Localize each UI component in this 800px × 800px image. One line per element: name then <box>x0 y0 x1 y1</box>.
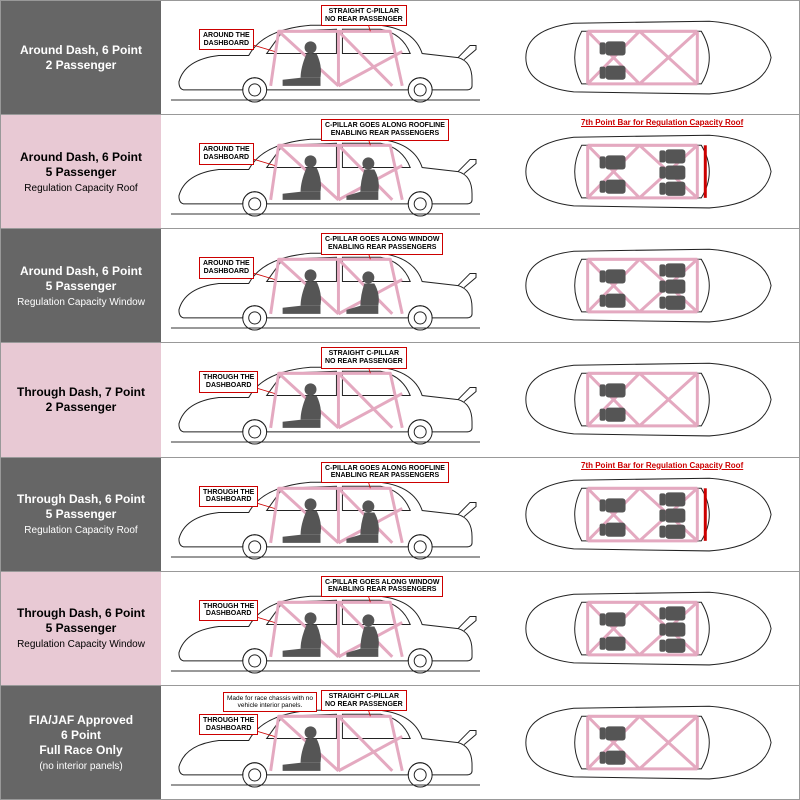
dash-callout: AROUND THE DASHBOARD <box>199 143 254 164</box>
dash-callout: THROUGH THE DASHBOARD <box>199 600 258 621</box>
row-diagram: AROUND THE DASHBOARD C-PILLAR GOES ALONG … <box>161 115 799 228</box>
row-title: Around Dash, 6 Point 5 Passenger <box>20 264 142 294</box>
row-label: Around Dash, 6 Point 5 Passenger Regulati… <box>1 115 161 228</box>
row-title: Around Dash, 6 Point 5 Passenger <box>20 150 142 180</box>
row-subtitle: Regulation Capacity Roof <box>24 183 137 194</box>
dash-callout: THROUGH THE DASHBOARD <box>199 371 258 392</box>
row-subtitle: Regulation Capacity Roof <box>24 525 137 536</box>
config-row: Through Dash, 6 Point 5 Passenger Regulat… <box>1 572 799 686</box>
config-row: FIA/JAF Approved 6 Point Full Race Only (… <box>1 686 799 799</box>
config-row: Through Dash, 7 Point 2 Passenger THROUGH… <box>1 343 799 457</box>
row-diagram: THROUGH THE DASHBOARD STRAIGHT C-PILLAR N… <box>161 686 799 799</box>
regulation-note: 7th Point Bar for Regulation Capacity Ro… <box>581 461 743 470</box>
config-row: Around Dash, 6 Point 2 Passenger AROUND T… <box>1 1 799 115</box>
config-row: Around Dash, 6 Point 5 Passenger Regulati… <box>1 229 799 343</box>
row-title: Through Dash, 6 Point 5 Passenger <box>17 492 145 522</box>
pillar-callout: C-PILLAR GOES ALONG WINDOW ENABLING REAR… <box>321 576 443 597</box>
row-diagram: THROUGH THE DASHBOARD C-PILLAR GOES ALONG… <box>161 572 799 685</box>
row-label: Through Dash, 6 Point 5 Passenger Regulat… <box>1 572 161 685</box>
row-label: Through Dash, 6 Point 5 Passenger Regulat… <box>1 458 161 571</box>
row-label: Through Dash, 7 Point 2 Passenger <box>1 343 161 456</box>
dash-callout: THROUGH THE DASHBOARD <box>199 714 258 735</box>
config-row: Around Dash, 6 Point 5 Passenger Regulati… <box>1 115 799 229</box>
config-row: Through Dash, 6 Point 5 Passenger Regulat… <box>1 458 799 572</box>
dash-callout: THROUGH THE DASHBOARD <box>199 486 258 507</box>
row-title: Through Dash, 7 Point 2 Passenger <box>17 385 145 415</box>
row-subtitle: Regulation Capacity Window <box>17 639 145 650</box>
pillar-callout: STRAIGHT C-PILLAR NO REAR PASSENGER <box>321 347 407 368</box>
pillar-callout: C-PILLAR GOES ALONG WINDOW ENABLING REAR… <box>321 233 443 254</box>
row-diagram: AROUND THE DASHBOARD C-PILLAR GOES ALONG … <box>161 229 799 342</box>
row-title: FIA/JAF Approved 6 Point Full Race Only <box>29 713 133 758</box>
row-label: Around Dash, 6 Point 5 Passenger Regulati… <box>1 229 161 342</box>
pillar-callout: C-PILLAR GOES ALONG ROOFLINE ENABLING RE… <box>321 462 449 483</box>
regulation-note: 7th Point Bar for Regulation Capacity Ro… <box>581 118 743 127</box>
chassis-callout: Made for race chassis with no vehicle in… <box>223 692 317 712</box>
pillar-callout: C-PILLAR GOES ALONG ROOFLINE ENABLING RE… <box>321 119 449 140</box>
row-subtitle: Regulation Capacity Window <box>17 297 145 308</box>
row-subtitle: (no interior panels) <box>39 761 122 772</box>
row-label: FIA/JAF Approved 6 Point Full Race Only (… <box>1 686 161 799</box>
row-diagram: AROUND THE DASHBOARD STRAIGHT C-PILLAR NO… <box>161 1 799 114</box>
pillar-callout: STRAIGHT C-PILLAR NO REAR PASSENGER <box>321 690 407 711</box>
row-title: Through Dash, 6 Point 5 Passenger <box>17 606 145 636</box>
row-diagram: THROUGH THE DASHBOARD C-PILLAR GOES ALONG… <box>161 458 799 571</box>
dash-callout: AROUND THE DASHBOARD <box>199 257 254 278</box>
row-title: Around Dash, 6 Point 2 Passenger <box>20 43 142 73</box>
pillar-callout: STRAIGHT C-PILLAR NO REAR PASSENGER <box>321 5 407 26</box>
row-diagram: THROUGH THE DASHBOARD STRAIGHT C-PILLAR N… <box>161 343 799 456</box>
row-label: Around Dash, 6 Point 2 Passenger <box>1 1 161 114</box>
dash-callout: AROUND THE DASHBOARD <box>199 29 254 50</box>
